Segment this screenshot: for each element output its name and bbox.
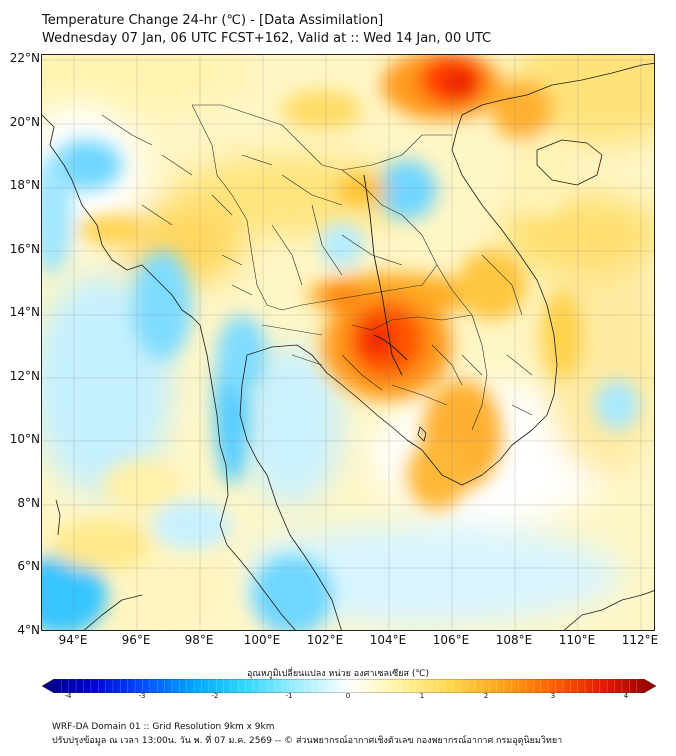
- colorbar-tick: -1: [285, 692, 293, 700]
- coastline-malay-west: [219, 524, 296, 630]
- river-mekong: [363, 174, 403, 376]
- coastline-sumatra: [83, 594, 143, 630]
- colorbar-tick: 1: [419, 692, 425, 700]
- cold-anomaly: [377, 160, 437, 220]
- lat-label-4n: 4°N: [17, 623, 40, 637]
- lon-label-98e: 98°E: [184, 633, 214, 647]
- cold-anomaly: [595, 380, 639, 430]
- rivers: [363, 174, 408, 376]
- island-hainan: [536, 139, 603, 186]
- hot-core: [359, 322, 395, 358]
- title-line-1: Temperature Change 24-hr (℃) - [Data Ass…: [42, 13, 384, 28]
- coastline-china: [461, 62, 654, 116]
- coastline-myanmar: [42, 114, 229, 526]
- footer-line-1: WRF-DA Domain 01 :: Grid Resolution 9km …: [52, 722, 275, 732]
- colorbar-tick: -2: [211, 692, 219, 700]
- cold-anomaly: [217, 315, 267, 395]
- border-cambodia-vietnam: [436, 264, 488, 431]
- lat-label-22n: 22°N: [9, 51, 40, 65]
- coastline-vietnam: [421, 114, 558, 486]
- cold-anomaly: [320, 223, 364, 267]
- cold-anomaly: [132, 250, 192, 360]
- lat-label-16n: 16°N: [9, 242, 40, 256]
- lon-label-102e: 102°E: [306, 633, 344, 647]
- colorbar-tick: 0: [345, 692, 351, 700]
- lat-label-20n: 20°N: [9, 115, 40, 129]
- border-provinces: [101, 114, 533, 416]
- lon-label-108e: 108°E: [495, 633, 533, 647]
- graticule: [42, 55, 654, 630]
- colorbar: [42, 679, 656, 693]
- warm-anomaly: [407, 440, 467, 510]
- border-thailand-north: [191, 104, 438, 311]
- title-line-2: Wednesday 07 Jan, 06 UTC FCST+162, Valid…: [42, 31, 492, 46]
- field-blob: [242, 345, 342, 505]
- lat-label-12n: 12°N: [9, 369, 40, 383]
- map-title: Temperature Change 24-hr (℃) - [Data Ass…: [42, 12, 491, 48]
- coastline-gulf-east: [246, 344, 423, 451]
- footer-line-2: ปรับปรุงข้อมูล ณ เวลา 13:00น. วัน พ. ที่…: [52, 736, 563, 746]
- lon-label-112e: 112°E: [621, 633, 659, 647]
- admin-borders: [101, 104, 533, 431]
- warm-anomaly: [102, 460, 182, 510]
- lon-label-106e: 106°E: [432, 633, 470, 647]
- lake-tonle-sap: [373, 334, 408, 361]
- colorbar-tick: -4: [64, 692, 72, 700]
- field-features: [42, 55, 639, 630]
- hot-core: [322, 285, 362, 305]
- warm-anomaly: [457, 250, 527, 320]
- field-blob: [42, 55, 252, 115]
- colorbar-dividers: [61, 679, 637, 693]
- cold-anomaly: [252, 555, 332, 630]
- border-cambodia-north: [351, 314, 473, 331]
- footer: WRF-DA Domain 01 :: Grid Resolution 9km …: [52, 720, 562, 748]
- map-panel: [41, 54, 655, 631]
- lon-label-96e: 96°E: [121, 633, 151, 647]
- coastline-borneo: [563, 590, 654, 630]
- cold-anomaly: [42, 155, 72, 275]
- lon-label-94e: 94°E: [58, 633, 88, 647]
- temperature-change-map: [42, 55, 654, 630]
- warm-anomaly: [542, 290, 582, 380]
- colorbar-tick: 2: [483, 692, 489, 700]
- lat-label-8n: 8°N: [17, 496, 40, 510]
- warm-anomaly: [337, 175, 387, 205]
- warm-anomaly: [77, 215, 147, 245]
- coastlines: [42, 62, 654, 630]
- colorbar-tick: 3: [550, 692, 556, 700]
- lon-label-104e: 104°E: [369, 633, 407, 647]
- field-blob: [512, 135, 572, 215]
- coastline-gulf-west: [239, 354, 342, 630]
- cold-anomaly: [152, 500, 232, 550]
- lon-label-110e: 110°E: [558, 633, 596, 647]
- warm-anomaly: [52, 520, 152, 570]
- border-laos-north: [341, 134, 452, 171]
- field-blob: [502, 195, 654, 275]
- hot-core: [448, 70, 476, 100]
- island-phuquoc: [417, 426, 427, 442]
- colorbar-gradient: [42, 679, 656, 693]
- cold-anomaly: [52, 140, 122, 190]
- cold-anomaly: [42, 555, 107, 630]
- lon-label-100e: 100°E: [243, 633, 281, 647]
- colorbar-tick: 4: [623, 692, 629, 700]
- lat-label-6n: 6°N: [17, 559, 40, 573]
- warm-anomaly: [282, 90, 362, 130]
- lat-label-10n: 10°N: [9, 432, 40, 446]
- island-andaman: [55, 499, 61, 536]
- colorbar-tick: -3: [138, 692, 146, 700]
- colorbar-title: อุณหภูมิเปลี่ยนแปลง หน่วย องศาเซลเซียส (…: [246, 669, 430, 679]
- lat-label-18n: 18°N: [9, 178, 40, 192]
- warm-anomaly: [492, 80, 552, 140]
- lat-label-14n: 14°N: [9, 305, 40, 319]
- border-myanmar-laos: [192, 104, 323, 166]
